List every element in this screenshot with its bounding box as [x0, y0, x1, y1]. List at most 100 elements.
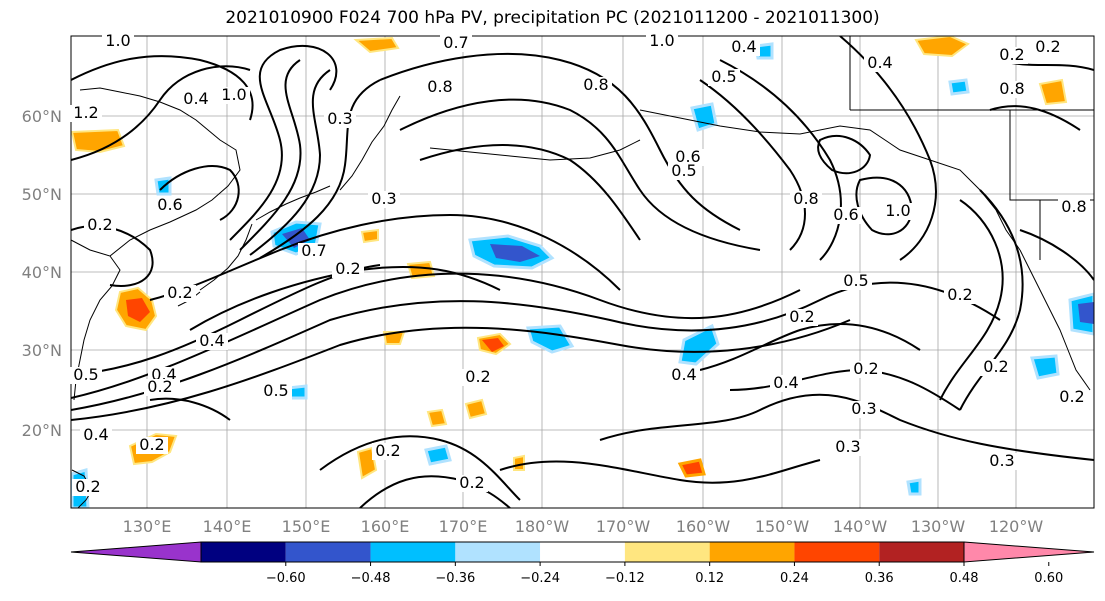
- contour-label-bg-10: [424, 79, 456, 96]
- lon-tick-9: 140°W: [833, 517, 888, 536]
- lon-tick-6: 170°W: [596, 517, 651, 536]
- contour-label-bg-43: [1056, 389, 1088, 406]
- contour-label-46: 0.4: [83, 425, 108, 444]
- pv-contour-23: [599, 393, 1094, 461]
- shade-neg-12: [906, 478, 922, 496]
- lon-tick-4: 170°E: [439, 517, 488, 536]
- lon-tick-0: 130°E: [123, 517, 172, 536]
- contour-label-bg-4: [996, 47, 1028, 64]
- contour-label-bg-38: [848, 401, 880, 418]
- pv-contour-31: [71, 55, 254, 121]
- contour-label-39: 0.2: [375, 441, 400, 460]
- contour-label-2: 1.0: [649, 31, 674, 50]
- contour-label-12: 0.5: [711, 67, 736, 86]
- shade-neg-11: [948, 78, 970, 96]
- contour-label-bg-45: [136, 437, 168, 454]
- contour-label-bg-16: [790, 191, 822, 208]
- lat-tick-2: 40°N: [22, 263, 62, 282]
- lon-tick-8: 150°W: [755, 517, 810, 536]
- lon-tick-5: 180°W: [515, 517, 570, 536]
- pv-contour-32: [159, 165, 240, 221]
- colorbar-bin-6: [709, 542, 795, 562]
- coast-asia: [71, 87, 241, 401]
- pv-contour-10: [259, 79, 381, 259]
- contour-label-bg-2: [646, 33, 678, 50]
- colorbar-tick-1: −0.48: [351, 571, 391, 586]
- shade-pos-7: [1038, 78, 1068, 106]
- contour-label-13: 0.4: [867, 53, 892, 72]
- contour-label-bg-22: [1058, 199, 1090, 216]
- shade-pos-13: [360, 228, 379, 244]
- coast-alaska: [639, 109, 1021, 251]
- colorbar-bin-2: [370, 542, 456, 562]
- contour-label-bg-29: [840, 273, 872, 290]
- map-title: 2021010900 F024 700 hPa PV, precipitatio…: [225, 8, 880, 28]
- contour-label-bg-19: [830, 207, 862, 224]
- contour-label-bg-41: [456, 475, 488, 492]
- lat-tick-1: 50°N: [22, 185, 62, 204]
- contour-label-29: 0.5: [843, 271, 868, 290]
- contour-label-bg-33: [260, 383, 292, 400]
- shade-neg-13: [690, 102, 718, 132]
- lon-tick-1: 140°E: [203, 517, 252, 536]
- colorbar: [70, 541, 1095, 563]
- contour-label-14: 0.6: [675, 147, 700, 166]
- contour-label-16: 0.8: [793, 189, 818, 208]
- coast-na: [1019, 249, 1091, 391]
- contour-label-0: 1.0: [105, 31, 130, 50]
- shade-neg-6: [1030, 354, 1060, 380]
- contour-label-10: 0.8: [427, 77, 452, 96]
- colorbar-tick-7: 0.36: [865, 571, 894, 586]
- contour-label-bg-11: [580, 77, 612, 94]
- shade-pos-1: [71, 128, 126, 154]
- lon-tick-11: 120°W: [989, 517, 1044, 536]
- contour-label-bg-3: [728, 39, 760, 56]
- colorbar-frame: [200, 541, 965, 563]
- contour-label-6: 1.2: [73, 103, 98, 122]
- colorbar-bin-5: [624, 542, 710, 562]
- lon-tick-3: 160°E: [361, 517, 410, 536]
- contour-label-24: 0.3: [371, 189, 396, 208]
- colorbar-bin-1: [285, 542, 371, 562]
- pv-contour-24: [499, 459, 821, 484]
- contour-label-41: 0.2: [459, 473, 484, 492]
- pv-contour-25: [699, 322, 921, 371]
- coast-kuril: [255, 185, 331, 221]
- contour-label-bg-44: [980, 359, 1012, 376]
- colorbar-tick-0: −0.60: [266, 571, 306, 586]
- plot-frame: [70, 35, 1095, 509]
- contour-label-bg-13: [864, 55, 896, 72]
- contour-label-bg-46: [80, 427, 112, 444]
- contour-label-17: 0.6: [157, 195, 182, 214]
- contour-label-34: 0.4: [671, 365, 696, 384]
- coast-kamchatka: [339, 95, 401, 191]
- contour-label-33: 0.5: [263, 381, 288, 400]
- contour-label-bg-36: [850, 361, 882, 378]
- contour-label-11: 0.8: [583, 75, 608, 94]
- map-gridlines: [71, 36, 1094, 508]
- contour-label-22: 0.8: [1061, 197, 1086, 216]
- contour-label-26: 0.2: [167, 283, 192, 302]
- pv-contour-15: [719, 59, 842, 261]
- lon-tick-7: 160°W: [676, 517, 731, 536]
- contour-label-20: 1.0: [885, 201, 910, 220]
- longitude-tick-labels: 130°E 140°E 150°E 160°E 170°E 180°W 170°W 160°W…: [123, 517, 1044, 536]
- contour-label-8: 1.0: [221, 85, 246, 104]
- contour-label-bg-21: [996, 81, 1028, 98]
- contour-label-bg-48: [144, 379, 176, 396]
- contour-label-19: 0.6: [833, 205, 858, 224]
- contour-label-21: 0.8: [999, 79, 1024, 98]
- colorbar-tick-2: −0.36: [435, 571, 475, 586]
- shade-pos-8: [356, 446, 378, 480]
- shade-neg-8: [424, 444, 452, 466]
- contour-label-45: 0.2: [139, 435, 164, 454]
- contour-labels: 1.0 0.7 1.0 0.4 0.2 0.21.20.4 1.00.30.8 0.8 0.50…: [70, 31, 1090, 496]
- contour-label-5: 0.2: [1035, 37, 1060, 56]
- contour-label-bg-5: [1032, 39, 1064, 56]
- shade-pos-5: [353, 36, 400, 54]
- lon-tick-2: 150°E: [282, 517, 331, 536]
- colorbar-bin-3: [455, 542, 541, 562]
- latitude-tick-labels: 60°N 50°N 40°N 30°N 20°N: [22, 107, 62, 440]
- shade-pos-6: [914, 36, 970, 58]
